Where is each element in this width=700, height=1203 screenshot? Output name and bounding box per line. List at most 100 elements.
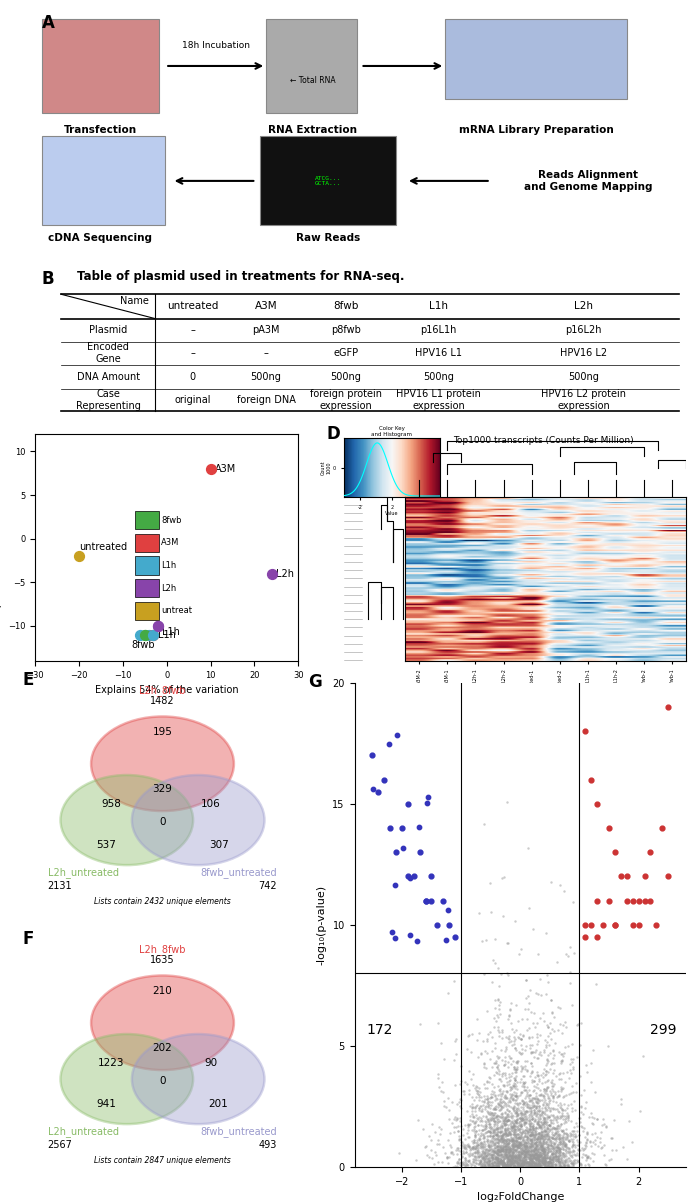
- Point: [583, 1154, 594, 1173]
- Point: [509, 1157, 520, 1177]
- Point: [518, 1107, 529, 1126]
- Point: [538, 1130, 549, 1149]
- Point: [515, 1143, 526, 1162]
- Point: [517, 1124, 528, 1143]
- Point: [492, 1107, 503, 1126]
- Point: [575, 1140, 586, 1160]
- Point: [544, 1115, 555, 1134]
- Point: [540, 1152, 552, 1172]
- Point: [511, 1132, 522, 1151]
- Point: [514, 1127, 525, 1146]
- Point: [544, 1157, 555, 1177]
- Point: [538, 1143, 550, 1162]
- Point: [463, 1085, 475, 1104]
- Point: [530, 1145, 541, 1165]
- Text: 537: 537: [97, 840, 116, 849]
- Text: L2h: L2h: [276, 569, 295, 579]
- Point: [536, 1138, 547, 1157]
- Point: [467, 1152, 478, 1172]
- Point: [560, 1013, 571, 1032]
- Point: [516, 1091, 527, 1110]
- Point: [554, 1063, 566, 1083]
- Point: [589, 1124, 601, 1143]
- Point: [491, 1154, 503, 1173]
- Point: [547, 1125, 559, 1144]
- Point: [547, 1106, 559, 1125]
- Point: [458, 1137, 470, 1156]
- Point: [547, 1128, 559, 1148]
- Point: [500, 1134, 512, 1154]
- Point: [532, 1112, 543, 1131]
- Point: [440, 1144, 451, 1163]
- Point: [533, 1156, 544, 1175]
- Point: [556, 1151, 567, 1171]
- Point: [626, 1132, 638, 1151]
- Text: A: A: [41, 14, 55, 32]
- Point: [539, 1142, 550, 1161]
- Point: [499, 1120, 510, 1139]
- Point: [521, 1156, 532, 1175]
- Point: [463, 1156, 474, 1175]
- Point: [528, 1156, 539, 1175]
- Point: [562, 1106, 573, 1125]
- Point: [517, 1157, 528, 1177]
- Point: [487, 1084, 498, 1103]
- Point: [512, 1127, 524, 1146]
- Point: [584, 1157, 595, 1177]
- Point: [493, 1136, 504, 1155]
- Point: [515, 1142, 526, 1161]
- Point: [560, 1120, 571, 1139]
- Point: [571, 1121, 582, 1140]
- Point: [502, 1146, 513, 1166]
- Text: L1h: L1h: [429, 302, 448, 312]
- Text: Name: Name: [120, 296, 149, 306]
- Point: [536, 1126, 547, 1145]
- Point: [519, 1134, 530, 1154]
- Point: [534, 1116, 545, 1136]
- Point: [521, 1138, 532, 1157]
- Point: [480, 1149, 491, 1168]
- Point: [542, 1086, 554, 1106]
- Point: [482, 1122, 493, 1142]
- Point: [519, 1122, 530, 1142]
- Point: [534, 1085, 545, 1104]
- Point: [538, 1133, 550, 1152]
- Point: [519, 1095, 531, 1114]
- Point: [479, 1120, 490, 1139]
- Point: [493, 990, 504, 1009]
- Point: [498, 1075, 509, 1095]
- Point: [526, 1149, 537, 1168]
- Point: [537, 1090, 548, 1109]
- Point: [547, 1132, 558, 1151]
- Point: [529, 1133, 540, 1152]
- Point: [545, 1119, 556, 1138]
- Point: [510, 1143, 522, 1162]
- Point: [552, 1138, 563, 1157]
- Point: [600, 1116, 611, 1136]
- Point: [582, 1062, 593, 1081]
- Point: [505, 1137, 516, 1156]
- Point: [508, 1144, 519, 1163]
- Point: [544, 1128, 555, 1148]
- Point: [481, 1151, 492, 1171]
- Point: [512, 1157, 524, 1177]
- Point: [507, 1145, 518, 1165]
- Point: [553, 1121, 564, 1140]
- Point: [456, 1133, 467, 1152]
- Point: [554, 1014, 566, 1033]
- Point: [558, 1078, 569, 1097]
- Point: [466, 1101, 477, 1120]
- Point: [536, 1124, 547, 1143]
- Point: [486, 1151, 498, 1171]
- Point: [494, 1095, 505, 1114]
- Point: [450, 1108, 461, 1127]
- Point: [499, 1118, 510, 1137]
- Point: [551, 1138, 562, 1157]
- Point: [514, 1156, 526, 1175]
- Point: [512, 1138, 524, 1157]
- Point: [526, 1113, 537, 1132]
- Point: [498, 1151, 509, 1171]
- Point: [463, 1118, 474, 1137]
- Point: [541, 1121, 552, 1140]
- Point: [491, 1156, 503, 1175]
